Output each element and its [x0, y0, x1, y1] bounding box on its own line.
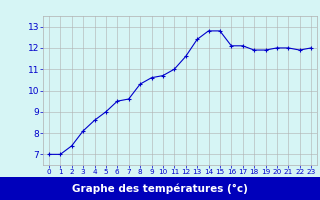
Text: Graphe des températures (°c): Graphe des températures (°c)	[72, 183, 248, 194]
